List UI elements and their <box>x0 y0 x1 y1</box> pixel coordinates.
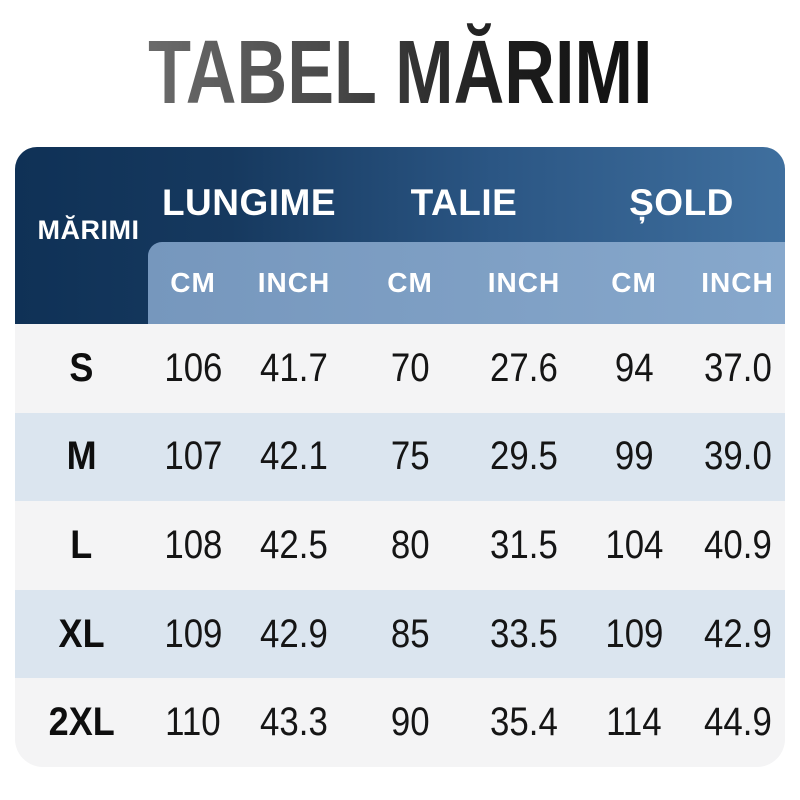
value-lungime-cm: 110 <box>165 700 221 745</box>
table-row-s: S 106 41.7 70 27.6 94 37.0 <box>15 324 785 413</box>
size-label: XL <box>58 611 105 656</box>
value-talie-cm: 80 <box>390 522 430 567</box>
value-sold-inch: 40.9 <box>703 522 772 567</box>
page-title-text: TABEL MĂRIMI <box>147 22 653 123</box>
value-sold-cm: 99 <box>614 434 654 479</box>
unit-header-lungime-inch: INCH <box>257 267 331 298</box>
page-title: TABEL MĂRIMI <box>0 18 800 128</box>
size-label: 2XL <box>48 700 115 745</box>
size-label: L <box>70 522 93 567</box>
column-group-lungime: LUNGIME <box>161 181 337 223</box>
value-talie-inch: 27.6 <box>490 345 558 390</box>
column-header-sizes: MĂRIMI <box>37 215 140 245</box>
table-row-xl: XL 109 42.9 85 33.5 109 42.9 <box>15 589 785 679</box>
value-talie-inch: 35.4 <box>490 700 558 745</box>
value-talie-cm: 70 <box>390 345 430 390</box>
value-lungime-inch: 42.9 <box>260 611 328 656</box>
size-label: M <box>66 434 97 479</box>
column-group-talie: TALIE <box>410 181 518 223</box>
size-label: S <box>69 345 94 390</box>
value-lungime-cm: 107 <box>163 434 223 479</box>
value-talie-cm: 75 <box>390 434 430 479</box>
table-body: S 106 41.7 70 27.6 94 37.0 M 107 42.1 75… <box>15 324 785 767</box>
value-sold-cm: 104 <box>604 522 664 567</box>
units-band: CM INCH CM INCH CM INCH <box>148 242 785 324</box>
value-sold-cm: 114 <box>606 700 662 745</box>
value-talie-cm: 85 <box>390 611 430 656</box>
value-sold-cm: 94 <box>614 345 654 390</box>
value-sold-inch: 37.0 <box>703 345 772 390</box>
value-sold-inch: 42.9 <box>703 611 772 656</box>
value-lungime-inch: 41.7 <box>260 345 328 390</box>
value-sold-cm: 109 <box>604 611 664 656</box>
value-sold-inch: 44.9 <box>703 700 772 745</box>
value-talie-inch: 31.5 <box>490 522 558 567</box>
value-lungime-inch: 43.3 <box>260 700 328 745</box>
size-table: MĂRIMI LUNGIME TALIE ȘOLD CM INCH CM INC… <box>15 147 785 767</box>
value-lungime-cm: 106 <box>163 345 223 390</box>
table-header: MĂRIMI LUNGIME TALIE ȘOLD CM INCH CM INC… <box>15 147 785 324</box>
value-talie-inch: 29.5 <box>490 434 558 479</box>
value-talie-cm: 90 <box>390 700 430 745</box>
value-lungime-inch: 42.1 <box>260 434 328 479</box>
value-sold-inch: 39.0 <box>703 434 772 479</box>
column-group-sold: ȘOLD <box>629 181 734 223</box>
value-lungime-cm: 108 <box>163 522 223 567</box>
unit-header-lungime-cm: CM <box>170 267 216 298</box>
value-lungime-cm: 109 <box>163 611 223 656</box>
unit-header-talie-inch: INCH <box>487 267 561 298</box>
value-lungime-inch: 42.5 <box>260 522 328 567</box>
table-row-l: L 108 42.5 80 31.5 104 40.9 <box>15 501 785 590</box>
unit-header-talie-cm: CM <box>387 267 433 298</box>
measure-group-row: LUNGIME TALIE ȘOLD <box>148 147 785 242</box>
table-row-m: M 107 42.1 75 29.5 99 39.0 <box>15 412 785 502</box>
table-row-2xl: 2XL 110 43.3 90 35.4 114 44.9 <box>15 678 785 767</box>
unit-header-sold-cm: CM <box>611 267 657 298</box>
value-talie-inch: 33.5 <box>490 611 558 656</box>
unit-header-sold-inch: INCH <box>701 267 774 298</box>
